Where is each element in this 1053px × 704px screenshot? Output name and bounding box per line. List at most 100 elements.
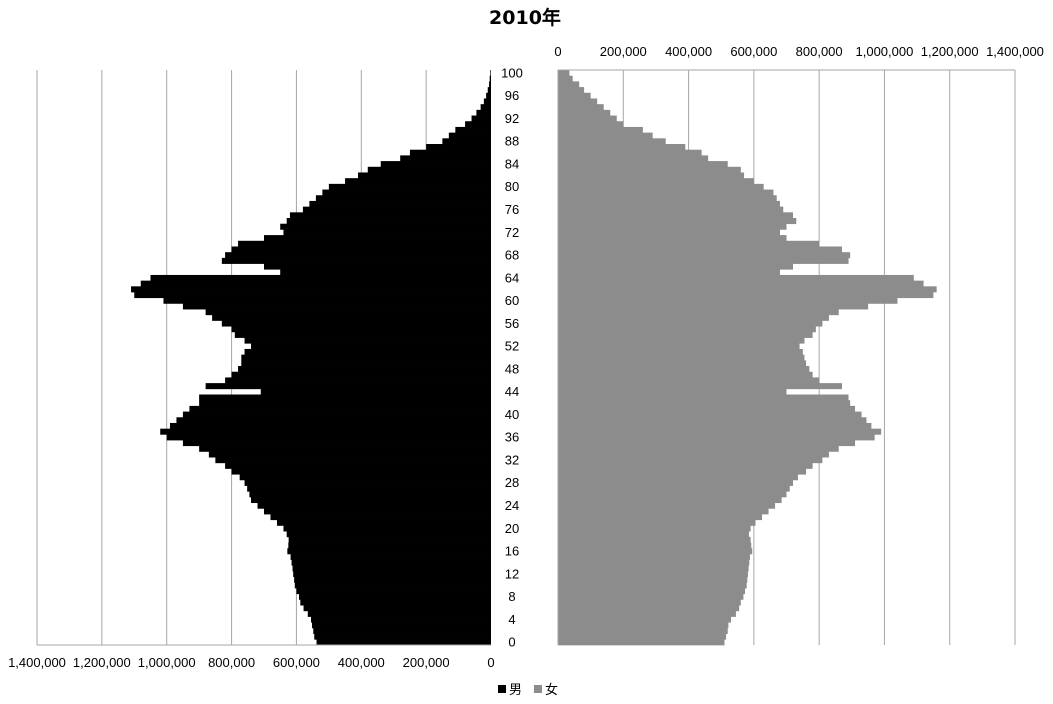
age-label: 72 — [505, 225, 519, 240]
bar-female-age-82 — [558, 172, 745, 179]
bar-male-age-22 — [270, 514, 491, 521]
age-label: 88 — [505, 134, 519, 149]
bar-male-age-63 — [140, 280, 491, 287]
bar-female-age-57 — [558, 314, 829, 321]
bar-male-age-10 — [294, 582, 491, 589]
bar-female-age-17 — [558, 542, 752, 549]
bar-male-age-28 — [244, 479, 491, 486]
bar-male-age-76 — [302, 206, 491, 213]
age-label: 60 — [505, 293, 519, 308]
bar-male-age-32 — [215, 457, 491, 464]
bar-female-age-45 — [558, 383, 842, 390]
bar-female-age-92 — [558, 115, 617, 122]
bar-female-age-9 — [558, 588, 746, 595]
right-x-tick-label: 800,000 — [796, 44, 843, 59]
bar-female-age-0 — [558, 639, 725, 646]
bar-male-age-29 — [239, 474, 491, 481]
bar-male-age-43 — [199, 394, 491, 401]
bar-female-age-13 — [558, 565, 749, 572]
bar-female-age-59 — [558, 303, 869, 310]
bar-male-age-82 — [358, 172, 491, 179]
left-x-tick-label: 200,000 — [403, 655, 450, 670]
bar-female-age-98 — [558, 81, 580, 88]
bar-female-age-91 — [558, 121, 624, 128]
bar-female-age-18 — [558, 536, 751, 543]
bar-male-age-85 — [400, 155, 491, 162]
bar-female-age-35 — [558, 440, 856, 447]
bar-female-age-44 — [558, 388, 787, 395]
bar-male-age-70 — [238, 240, 491, 247]
bar-male-age-100 — [490, 70, 491, 77]
bar-male-age-97 — [487, 87, 491, 94]
bar-male-age-68 — [225, 252, 492, 259]
age-label: 8 — [508, 589, 515, 604]
age-label: 40 — [505, 407, 519, 422]
bar-female-age-20 — [558, 525, 751, 532]
bar-male-age-45 — [205, 383, 491, 390]
bar-female-age-15 — [558, 553, 750, 560]
female-bars — [558, 70, 937, 646]
bar-male-age-39 — [176, 417, 491, 424]
bar-male-age-79 — [322, 189, 491, 196]
bar-male-age-42 — [199, 400, 491, 407]
age-label: 96 — [505, 88, 519, 103]
bar-female-age-36 — [558, 434, 875, 441]
bar-female-age-68 — [558, 252, 851, 259]
bar-female-age-54 — [558, 331, 813, 338]
bar-male-age-92 — [471, 115, 491, 122]
bar-male-age-59 — [182, 303, 491, 310]
bar-male-age-65 — [280, 269, 491, 276]
bar-female-age-22 — [558, 514, 763, 521]
bar-male-age-90 — [455, 126, 491, 133]
bar-female-age-87 — [558, 144, 686, 151]
bar-female-age-14 — [558, 559, 750, 566]
bar-female-age-8 — [558, 593, 744, 600]
bar-female-age-21 — [558, 519, 756, 526]
bar-female-age-94 — [558, 104, 604, 111]
bar-male-age-40 — [182, 411, 491, 418]
age-label: 16 — [505, 544, 519, 559]
bar-female-age-52 — [558, 343, 800, 350]
chart-title: 2010年 — [489, 6, 561, 29]
bar-female-age-40 — [558, 411, 862, 418]
bar-male-age-66 — [264, 263, 491, 270]
bar-female-age-39 — [558, 417, 867, 424]
bar-female-age-80 — [558, 183, 764, 190]
age-label: 36 — [505, 430, 519, 445]
age-label: 80 — [505, 179, 519, 194]
bar-female-age-79 — [558, 189, 774, 196]
axes — [36, 69, 1015, 646]
age-label: 84 — [505, 156, 519, 171]
bar-male-age-27 — [247, 485, 491, 492]
bar-female-age-38 — [558, 422, 872, 430]
bar-female-age-97 — [558, 87, 585, 94]
bar-male-age-8 — [299, 593, 491, 600]
bar-male-age-33 — [208, 451, 491, 458]
bar-male-age-78 — [315, 195, 491, 202]
bar-female-age-73 — [558, 223, 787, 230]
bar-female-age-65 — [558, 269, 780, 276]
bar-male-age-49 — [241, 360, 491, 367]
age-label: 0 — [508, 635, 515, 650]
age-label: 100 — [501, 65, 523, 80]
bar-male-age-51 — [244, 348, 491, 356]
bar-female-age-41 — [558, 405, 856, 412]
bar-male-age-75 — [289, 212, 491, 219]
bar-female-age-62 — [558, 286, 937, 293]
bar-male-age-72 — [283, 229, 491, 236]
bar-male-age-74 — [286, 218, 491, 225]
bar-male-age-35 — [182, 440, 491, 447]
age-label: 28 — [505, 475, 519, 490]
age-label: 64 — [505, 270, 519, 285]
age-label: 44 — [505, 384, 519, 399]
bar-male-age-23 — [264, 508, 491, 515]
age-label: 92 — [505, 111, 519, 126]
bar-female-age-24 — [558, 502, 776, 509]
right-x-tick-label: 600,000 — [730, 44, 777, 59]
bar-male-age-37 — [160, 428, 491, 435]
bar-female-age-11 — [558, 576, 748, 583]
age-label: 76 — [505, 202, 519, 217]
male-bars — [131, 70, 492, 646]
bar-female-age-19 — [558, 531, 749, 538]
